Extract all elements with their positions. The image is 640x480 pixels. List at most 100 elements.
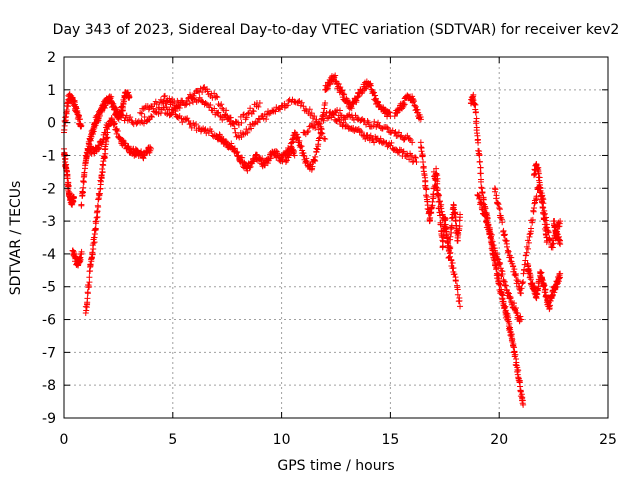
data-point-fill xyxy=(166,95,173,102)
data-point-fill xyxy=(290,138,297,145)
data-point-fill xyxy=(411,154,418,161)
data-point xyxy=(126,93,133,100)
data-point-fill xyxy=(502,282,509,289)
data-point-fill xyxy=(493,251,500,258)
data-point-fill xyxy=(84,295,91,302)
data-point xyxy=(457,211,464,218)
data-point-fill xyxy=(438,205,445,212)
data-point xyxy=(544,237,551,244)
data-point-fill xyxy=(217,112,224,119)
data-point-fill xyxy=(485,221,492,228)
data-point-fill xyxy=(312,153,319,160)
data-point-fill xyxy=(300,150,307,157)
data-point-fill xyxy=(448,215,455,222)
data-point-fill xyxy=(348,105,355,112)
data-point-fill xyxy=(446,253,453,260)
data-point-fill xyxy=(476,152,483,159)
data-point-fill xyxy=(308,110,315,117)
data-point xyxy=(78,250,85,257)
y-tick-label: -9 xyxy=(42,411,56,427)
data-point-fill xyxy=(76,255,83,262)
data-point xyxy=(526,231,533,238)
data-point-fill xyxy=(549,241,556,248)
data-point-fill xyxy=(410,158,417,165)
data-point-fill xyxy=(94,208,101,215)
data-point-fill xyxy=(439,243,446,250)
data-point-fill xyxy=(332,72,339,79)
data-point-fill xyxy=(279,156,286,163)
y-tick-label: -4 xyxy=(42,247,56,263)
data-point xyxy=(496,204,503,211)
data-point-fill xyxy=(211,105,218,112)
data-point-fill xyxy=(437,212,444,219)
data-point-fill xyxy=(316,135,323,142)
data-point-fill xyxy=(367,132,374,139)
data-point xyxy=(420,159,427,166)
data-point-fill xyxy=(127,114,134,121)
data-point-fill xyxy=(412,103,419,110)
data-point-fill xyxy=(99,169,106,176)
data-point-fill xyxy=(499,219,506,226)
data-point-fill xyxy=(490,242,497,249)
data-point-fill xyxy=(446,244,453,251)
y-tick-label: -8 xyxy=(42,378,56,394)
data-point-fill xyxy=(234,148,241,155)
data-point-fill xyxy=(419,153,426,160)
data-point-fill xyxy=(440,215,447,222)
data-point-fill xyxy=(543,224,550,231)
data-point-fill xyxy=(520,278,527,285)
data-point-fill xyxy=(504,243,511,250)
x-tick-label: 5 xyxy=(168,432,177,448)
data-point-fill xyxy=(97,185,104,192)
data-point-fill xyxy=(556,275,563,282)
data-point-fill xyxy=(336,107,343,114)
data-point-fill xyxy=(96,145,103,152)
data-point-fill xyxy=(384,124,391,131)
data-point xyxy=(557,218,564,225)
data-point-fill xyxy=(270,107,277,114)
data-point-fill xyxy=(231,125,238,132)
data-point-fill xyxy=(215,109,222,116)
data-point-fill xyxy=(183,101,190,108)
data-point-fill xyxy=(340,119,347,126)
y-tick-label: 0 xyxy=(47,116,56,132)
data-point-fill xyxy=(218,101,225,108)
data-point-fill xyxy=(540,209,547,216)
plot-frame xyxy=(63,56,609,419)
data-point-fill xyxy=(141,113,148,120)
data-point-fill xyxy=(187,121,194,128)
data-point xyxy=(517,290,524,297)
data-point-fill xyxy=(414,106,421,113)
data-point-fill xyxy=(511,266,518,273)
data-point-fill xyxy=(521,261,528,268)
data-point xyxy=(317,129,324,136)
data-point-fill xyxy=(433,184,440,191)
data-point-fill xyxy=(90,245,97,252)
data-point-fill xyxy=(298,143,305,150)
data-point-fill xyxy=(533,290,540,297)
data-point xyxy=(557,241,564,248)
data-point-fill xyxy=(122,140,129,147)
data-point-fill xyxy=(496,206,503,213)
data-point-fill xyxy=(372,92,379,99)
data-point-fill xyxy=(104,134,111,141)
data-point-fill xyxy=(471,100,478,107)
data-point-fill xyxy=(494,200,501,207)
data-point-fill xyxy=(297,144,304,151)
grid-lines xyxy=(64,57,608,418)
data-point-fill xyxy=(498,267,505,274)
data-point-fill xyxy=(207,101,214,108)
data-point-fill xyxy=(80,184,87,191)
data-point-fill xyxy=(536,174,543,181)
data-point-fill xyxy=(199,89,206,96)
data-point-fill xyxy=(473,124,480,131)
data-point-fill xyxy=(222,112,229,119)
data-point-fill xyxy=(386,109,393,116)
data-point-fill xyxy=(70,198,77,205)
data-point-fill xyxy=(160,104,167,111)
data-point-fill xyxy=(543,292,550,299)
data-point-fill xyxy=(204,88,211,95)
data-point-fill xyxy=(354,93,361,100)
data-point xyxy=(520,401,527,408)
